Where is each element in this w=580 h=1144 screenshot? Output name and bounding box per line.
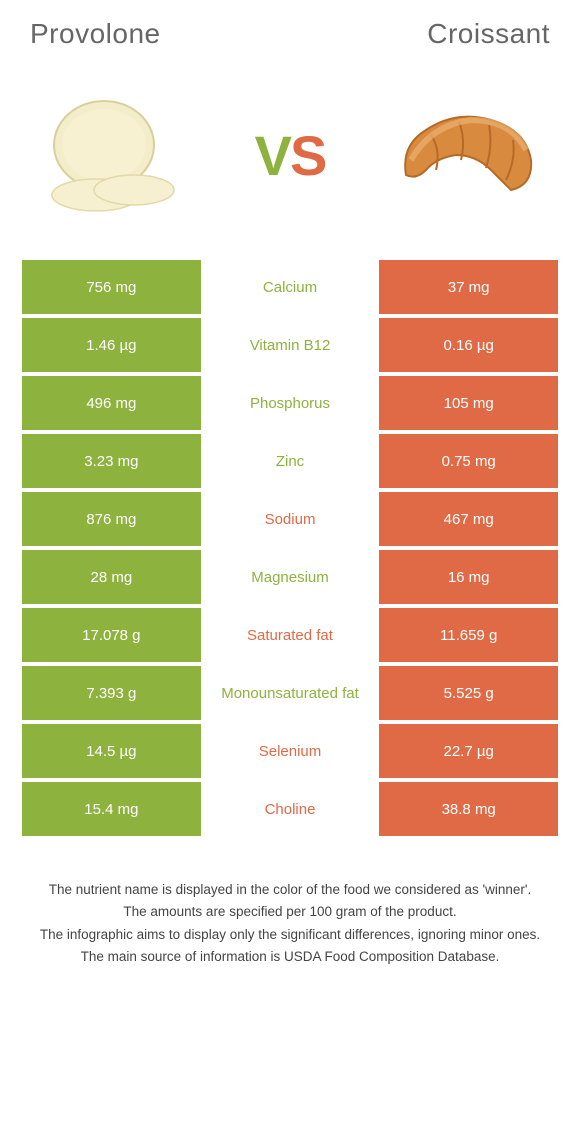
provolone-image	[24, 80, 204, 230]
table-row: 3.23 mgZinc0.75 mg	[22, 434, 558, 488]
right-value: 11.659 g	[379, 608, 558, 662]
nutrient-label: Calcium	[201, 260, 380, 314]
left-value: 14.5 µg	[22, 724, 201, 778]
left-value: 3.23 mg	[22, 434, 201, 488]
left-value: 1.46 µg	[22, 318, 201, 372]
right-value: 37 mg	[379, 260, 558, 314]
table-row: 496 mgPhosphorus105 mg	[22, 376, 558, 430]
footer-line-2: The amounts are specified per 100 gram o…	[24, 902, 556, 922]
footer-notes: The nutrient name is displayed in the co…	[0, 840, 580, 999]
table-row: 14.5 µgSelenium22.7 µg	[22, 724, 558, 778]
nutrient-label: Phosphorus	[201, 376, 380, 430]
left-value: 15.4 mg	[22, 782, 201, 836]
right-value: 0.16 µg	[379, 318, 558, 372]
left-value: 876 mg	[22, 492, 201, 546]
table-row: 7.393 gMonounsaturated fat5.525 g	[22, 666, 558, 720]
croissant-image	[376, 80, 556, 230]
table-row: 876 mgSodium467 mg	[22, 492, 558, 546]
nutrient-table: 756 mgCalcium37 mg1.46 µgVitamin B120.16…	[0, 260, 580, 836]
right-value: 22.7 µg	[379, 724, 558, 778]
hero-row: VS	[0, 60, 580, 260]
nutrient-label: Monounsaturated fat	[201, 666, 380, 720]
nutrient-label: Selenium	[201, 724, 380, 778]
table-row: 756 mgCalcium37 mg	[22, 260, 558, 314]
right-value: 467 mg	[379, 492, 558, 546]
footer-line-1: The nutrient name is displayed in the co…	[24, 880, 556, 900]
right-value: 105 mg	[379, 376, 558, 430]
left-value: 17.078 g	[22, 608, 201, 662]
nutrient-label: Zinc	[201, 434, 380, 488]
infographic-container: Provolone Croissant VS 756 mg	[0, 0, 580, 999]
vs-v: V	[255, 124, 290, 187]
nutrient-label: Magnesium	[201, 550, 380, 604]
right-food-title: Croissant	[427, 18, 550, 50]
footer-line-3: The infographic aims to display only the…	[24, 925, 556, 945]
vs-s: S	[290, 124, 325, 187]
footer-line-4: The main source of information is USDA F…	[24, 947, 556, 967]
nutrient-label: Choline	[201, 782, 380, 836]
table-row: 15.4 mgCholine38.8 mg	[22, 782, 558, 836]
nutrient-label: Vitamin B12	[201, 318, 380, 372]
nutrient-label: Saturated fat	[201, 608, 380, 662]
nutrient-label: Sodium	[201, 492, 380, 546]
left-value: 28 mg	[22, 550, 201, 604]
right-value: 38.8 mg	[379, 782, 558, 836]
table-row: 28 mgMagnesium16 mg	[22, 550, 558, 604]
table-row: 1.46 µgVitamin B120.16 µg	[22, 318, 558, 372]
left-value: 7.393 g	[22, 666, 201, 720]
right-value: 5.525 g	[379, 666, 558, 720]
vs-label: VS	[255, 123, 326, 188]
left-food-title: Provolone	[30, 18, 161, 50]
right-value: 0.75 mg	[379, 434, 558, 488]
right-value: 16 mg	[379, 550, 558, 604]
left-value: 756 mg	[22, 260, 201, 314]
table-row: 17.078 gSaturated fat11.659 g	[22, 608, 558, 662]
left-value: 496 mg	[22, 376, 201, 430]
header: Provolone Croissant	[0, 0, 580, 60]
